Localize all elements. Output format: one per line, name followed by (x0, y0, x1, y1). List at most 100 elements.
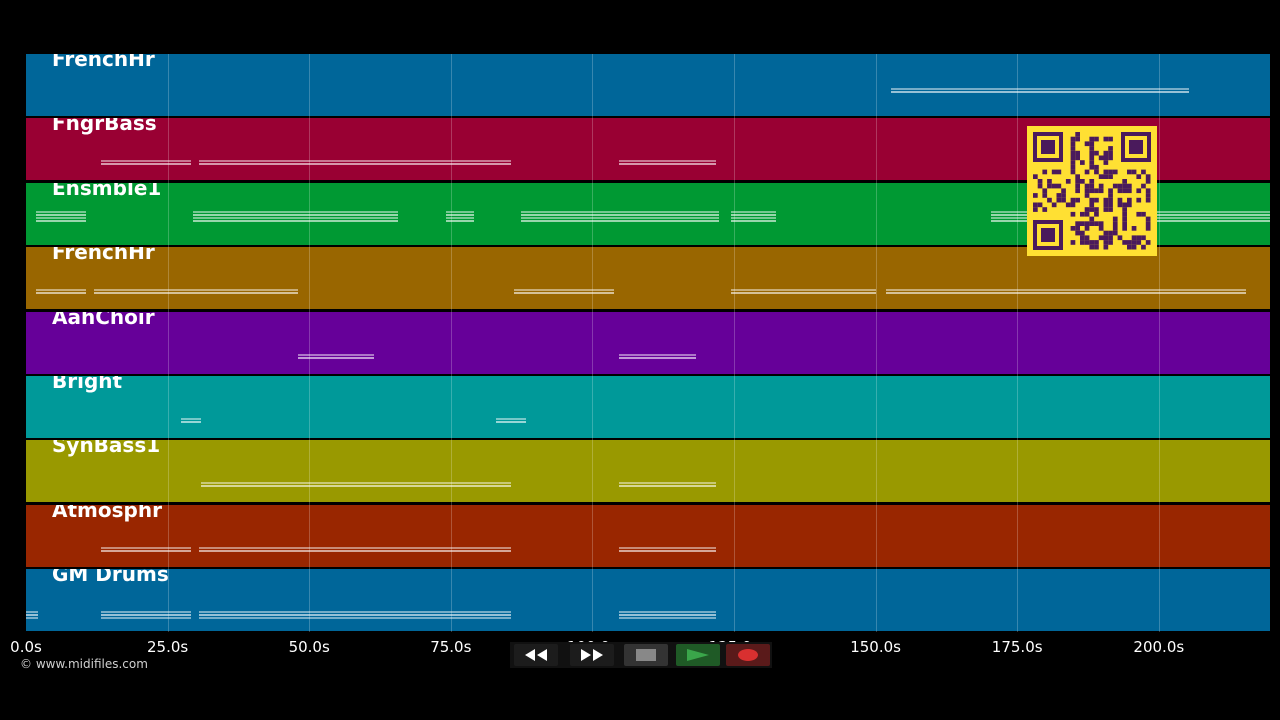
midi-note (731, 210, 776, 213)
grid-line (592, 54, 594, 632)
midi-note (619, 356, 696, 359)
time-tick-label: 75.0s (430, 638, 472, 656)
midi-note (619, 353, 696, 356)
fast-forward-button[interactable] (570, 644, 614, 666)
midi-note (199, 160, 511, 163)
midi-note (36, 210, 86, 213)
midi-note (36, 292, 86, 295)
midi-note (199, 549, 511, 552)
grid-line (734, 54, 735, 632)
midi-note (619, 611, 716, 614)
midi-note (446, 219, 474, 222)
grid-line (167, 54, 169, 632)
record-button[interactable] (726, 644, 770, 666)
midi-note (26, 611, 38, 614)
midi-note (193, 213, 398, 216)
midi-note (446, 213, 474, 216)
time-tick-label: 50.0s (288, 638, 330, 656)
rewind-button[interactable] (514, 644, 558, 666)
midi-note (36, 289, 86, 292)
track-lane: Bright (26, 376, 1270, 438)
midi-note (101, 160, 191, 163)
midi-note (201, 485, 511, 488)
track-lane: SynBass1 (26, 440, 1270, 503)
midi-note (731, 289, 876, 292)
midi-note (521, 219, 719, 222)
midi-note (521, 210, 719, 213)
midi-note (619, 160, 716, 163)
midi-note (298, 356, 374, 359)
track-name: Bright (52, 376, 123, 393)
midi-note (298, 353, 374, 356)
midi-note (199, 614, 511, 617)
track-name: Atmosphr (52, 504, 162, 522)
track-name: Ensmble1 (52, 182, 162, 200)
midi-note (101, 617, 191, 620)
midi-note (619, 482, 716, 485)
midi-note (731, 213, 776, 216)
midi-note (521, 213, 719, 216)
rewind-icon (525, 649, 547, 661)
midi-note (514, 289, 614, 292)
qr-code-image (1033, 132, 1151, 250)
midi-note (101, 614, 191, 617)
time-tick-label: 150.0s (850, 638, 901, 656)
track-lane: AahChoir (26, 311, 1270, 374)
track-name: GM Drums (52, 569, 169, 587)
midi-note (199, 546, 511, 549)
midi-note (619, 614, 716, 617)
transport-controls (510, 642, 772, 668)
midi-note (201, 482, 511, 485)
midi-note (496, 421, 526, 423)
play-button[interactable] (676, 644, 720, 666)
midi-note (731, 216, 776, 219)
midi-note (619, 485, 716, 488)
midi-note (101, 163, 191, 166)
time-tick-label: 25.0s (146, 638, 189, 656)
midi-note (26, 614, 38, 617)
midi-note (26, 617, 38, 620)
track-lane: Atmosphr (26, 504, 1270, 567)
midi-note (619, 546, 716, 549)
time-tick-label: 175.0s (991, 638, 1043, 656)
midi-note (891, 91, 1189, 93)
midi-note (101, 611, 191, 614)
midi-note (36, 213, 86, 216)
midi-note (521, 216, 719, 219)
midi-note (181, 421, 201, 423)
midi-note (446, 216, 474, 219)
midi-note (199, 617, 511, 620)
midi-note (199, 163, 511, 166)
midi-note (886, 289, 1246, 292)
midi-note (181, 418, 201, 420)
midi-note (496, 418, 526, 420)
grid-line (309, 54, 311, 632)
midi-note (886, 292, 1246, 295)
midi-note (36, 216, 86, 219)
midi-note (94, 292, 298, 295)
stop-button[interactable] (624, 644, 668, 666)
track-name: FrenchHr (52, 247, 155, 265)
track-name: FngrBass (52, 118, 157, 136)
qr-code[interactable] (1027, 126, 1157, 256)
record-icon (738, 649, 758, 661)
copyright-text: © www.midifiles.com (20, 657, 148, 671)
time-tick-label: 200.0s (1133, 638, 1185, 656)
midi-note (94, 289, 298, 292)
midi-note (193, 216, 398, 219)
midi-note (514, 292, 614, 295)
track-lane: FrenchHr (26, 54, 1270, 116)
midi-note (619, 549, 716, 552)
stop-icon (636, 649, 656, 661)
midi-note (199, 611, 511, 614)
midi-note (193, 210, 398, 213)
midi-note (446, 210, 474, 213)
midi-note (891, 88, 1189, 90)
midi-note (193, 219, 398, 222)
track-name: AahChoir (52, 311, 155, 329)
grid-line (1017, 54, 1019, 632)
track-lane: FrenchHr (26, 247, 1270, 310)
time-tick-label: 0.0s (10, 638, 42, 656)
grid-line (875, 54, 877, 632)
